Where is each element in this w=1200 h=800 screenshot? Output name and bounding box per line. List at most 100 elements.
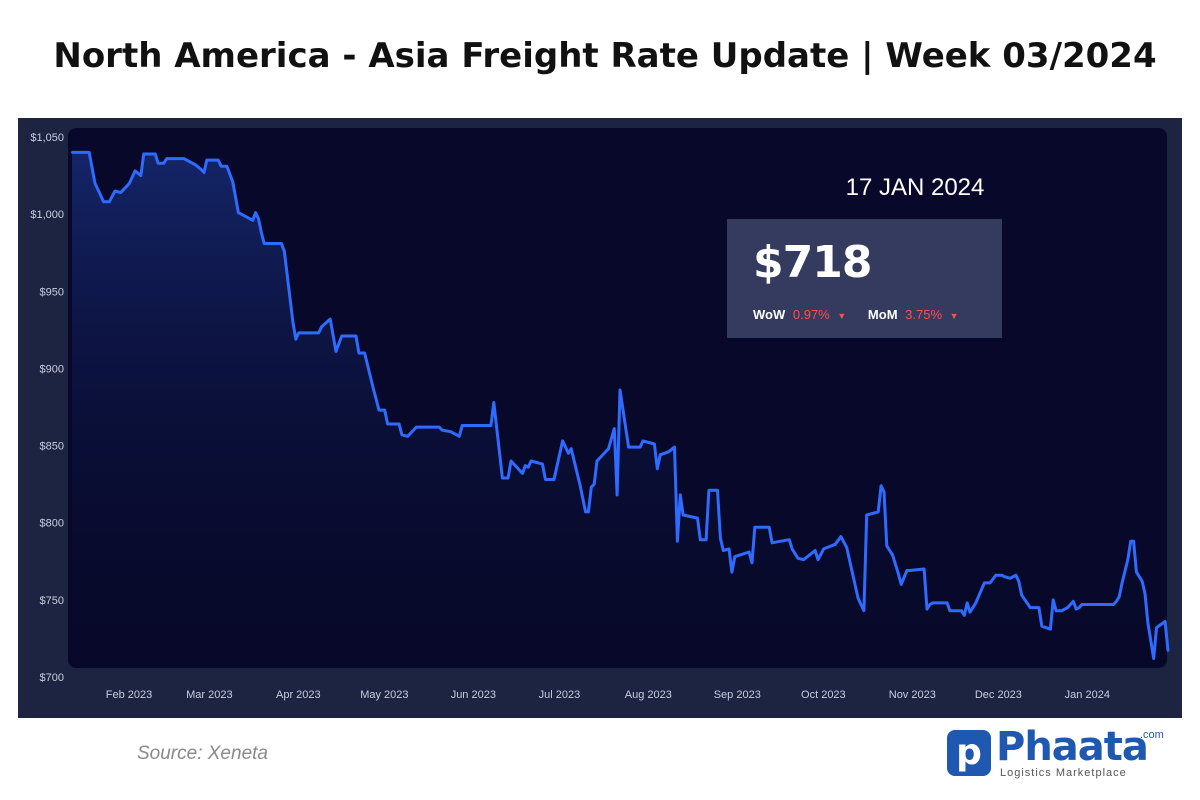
data-point xyxy=(334,350,338,353)
data-point xyxy=(925,607,929,611)
x-tick-label: May 2023 xyxy=(360,689,408,701)
data-point xyxy=(509,459,513,463)
data-point xyxy=(656,467,659,470)
data-point xyxy=(722,549,725,552)
x-tick-label: Oct 2023 xyxy=(801,689,846,701)
data-point xyxy=(897,572,900,575)
y-tick-label: $1,050 xyxy=(30,132,64,144)
data-point xyxy=(1143,592,1147,595)
data-point xyxy=(297,331,300,335)
data-point xyxy=(199,168,203,171)
data-point xyxy=(567,452,570,455)
data-point xyxy=(834,543,837,546)
current-price: $718 xyxy=(753,237,872,288)
data-point xyxy=(638,445,642,449)
data-point xyxy=(202,171,206,174)
data-point xyxy=(108,200,111,203)
data-point xyxy=(816,558,820,561)
data-point xyxy=(770,541,774,544)
data-point xyxy=(1014,574,1018,577)
data-point xyxy=(730,570,734,574)
data-point xyxy=(1077,606,1081,609)
data-point xyxy=(659,453,662,456)
data-point xyxy=(283,250,286,253)
data-point xyxy=(627,445,630,449)
data-point xyxy=(449,430,452,433)
data-point xyxy=(217,158,220,162)
data-point xyxy=(541,462,544,466)
data-point xyxy=(699,538,702,541)
data-point xyxy=(154,152,157,156)
data-point xyxy=(363,351,366,355)
x-tick-label: Nov 2023 xyxy=(889,689,936,701)
data-point xyxy=(552,478,556,481)
data-point xyxy=(1052,598,1055,602)
data-point xyxy=(93,182,97,185)
data-point xyxy=(88,151,91,154)
data-point xyxy=(578,482,581,486)
data-point xyxy=(492,401,495,404)
data-point xyxy=(406,435,409,438)
data-point xyxy=(415,425,418,429)
data-point xyxy=(257,217,260,220)
data-point xyxy=(165,157,168,160)
data-point xyxy=(845,546,848,549)
data-point xyxy=(1129,540,1132,543)
data-point xyxy=(676,540,679,543)
data-point xyxy=(593,482,596,486)
caret-down-icon: ▼ xyxy=(837,311,847,321)
change-row: WoW 0.97% ▼ MoM 3.75% ▼ xyxy=(753,307,977,322)
callout-date: 17 JAN 2024 xyxy=(845,174,985,201)
data-point xyxy=(922,567,926,571)
data-point xyxy=(354,334,358,338)
data-point xyxy=(779,540,782,543)
data-point xyxy=(205,158,208,162)
data-point xyxy=(877,510,880,514)
source-note: Source: Xeneta xyxy=(137,743,268,764)
data-point xyxy=(862,609,866,612)
data-point xyxy=(139,174,143,177)
data-point xyxy=(653,442,656,446)
data-point xyxy=(489,424,493,427)
brand-tagline: Logistics Marketplace xyxy=(1000,767,1127,779)
data-point xyxy=(251,219,254,222)
data-point xyxy=(983,581,986,585)
y-axis: $700 $750 $800 $850 $900 $950 $1,000 $1,050 xyxy=(30,132,64,684)
data-point xyxy=(220,165,223,168)
y-tick-label: $700 xyxy=(40,672,64,684)
data-point xyxy=(839,535,843,538)
data-point xyxy=(808,553,811,557)
data-point xyxy=(260,231,263,234)
data-point xyxy=(750,561,754,564)
data-point xyxy=(679,493,682,497)
data-point xyxy=(753,526,756,529)
data-point xyxy=(719,536,722,540)
data-point xyxy=(882,490,886,494)
data-point xyxy=(329,317,332,321)
data-point xyxy=(317,331,320,335)
data-point xyxy=(357,351,361,355)
data-point xyxy=(501,476,504,480)
y-tick-label: $750 xyxy=(40,595,64,607)
data-point xyxy=(727,547,731,551)
x-tick-label: Feb 2023 xyxy=(106,689,152,701)
data-point xyxy=(377,408,381,412)
data-point xyxy=(263,242,266,245)
data-point xyxy=(747,550,751,554)
data-point xyxy=(458,435,461,438)
data-point xyxy=(397,422,401,426)
data-point xyxy=(945,601,949,605)
data-point xyxy=(802,558,805,561)
data-point xyxy=(225,165,229,168)
y-tick-label: $850 xyxy=(40,441,64,453)
x-tick-label: Jan 2024 xyxy=(1065,689,1110,701)
data-point xyxy=(590,486,593,489)
data-point xyxy=(948,609,952,612)
data-point xyxy=(615,493,619,497)
data-point xyxy=(529,459,533,463)
data-point xyxy=(618,388,622,392)
data-point xyxy=(340,334,343,338)
data-point xyxy=(570,447,573,450)
data-point xyxy=(1054,609,1058,612)
